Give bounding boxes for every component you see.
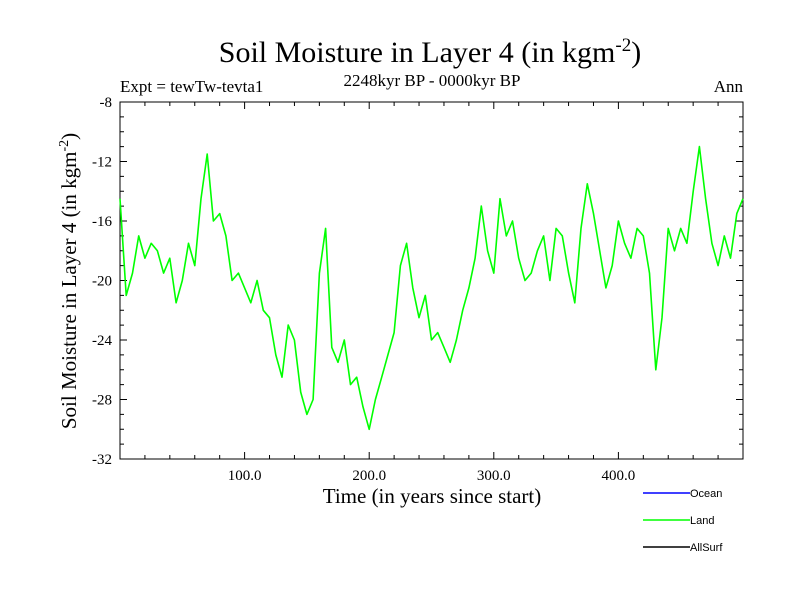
y-tick-label: -28 xyxy=(92,393,112,409)
y-axis-ticks: -32 -28 -24 -20 -16 -12 -8 xyxy=(92,95,743,468)
x-axis-label: Time (in years since start) xyxy=(323,484,542,508)
chart-title-close: ) xyxy=(631,36,641,69)
experiment-label: Expt = tewTw-tevta1 xyxy=(120,77,263,96)
x-tick-label: 300.0 xyxy=(477,468,511,484)
y-tick-label: -32 xyxy=(92,452,112,468)
legend-label-allsurf: AllSurf xyxy=(690,542,723,554)
season-label: Ann xyxy=(714,77,744,96)
chart-subtitle: 2248kyr BP - 0000kyr BP xyxy=(344,71,521,90)
x-tick-label: 100.0 xyxy=(228,468,262,484)
y-tick-label: -20 xyxy=(92,274,112,290)
legend-label-ocean: Ocean xyxy=(690,488,722,500)
legend-label-land: Land xyxy=(690,515,714,527)
series-line-land xyxy=(119,145,744,431)
y-axis-label-main: Soil Moisture in Layer 4 (in kgm xyxy=(57,152,81,430)
chart-title: Soil Moisture in Layer 4 (in kgm-2) xyxy=(219,35,641,69)
y-tick-label: -8 xyxy=(100,95,113,111)
series-layer xyxy=(119,145,744,431)
legend: Ocean Land AllSurf xyxy=(643,488,723,554)
plot-area: 100.0 200.0 300.0 400.0 -32-28-24-20-16-12-… xyxy=(92,95,744,484)
x-tick-label: 200.0 xyxy=(352,468,386,484)
chart-title-main: Soil Moisture in Layer 4 (in kgm xyxy=(219,36,616,69)
y-axis-label-close: ) xyxy=(57,133,81,140)
x-axis-ticks: 100.0 200.0 300.0 400.0 xyxy=(144,102,719,484)
x-tick-label: 400.0 xyxy=(602,468,636,484)
y-tick-label: -16 xyxy=(92,214,112,230)
y-axis-label: Soil Moisture in Layer 4 (in kgm-2) xyxy=(57,133,81,429)
y-tick-label: -24 xyxy=(92,333,112,349)
chart-title-group: Soil Moisture in Layer 4 (in kgm-2) 2248… xyxy=(120,35,743,96)
y-axis-label-superscript: -2 xyxy=(57,140,72,152)
chart-title-superscript: -2 xyxy=(615,35,631,56)
y-tick-label: -12 xyxy=(92,155,112,171)
